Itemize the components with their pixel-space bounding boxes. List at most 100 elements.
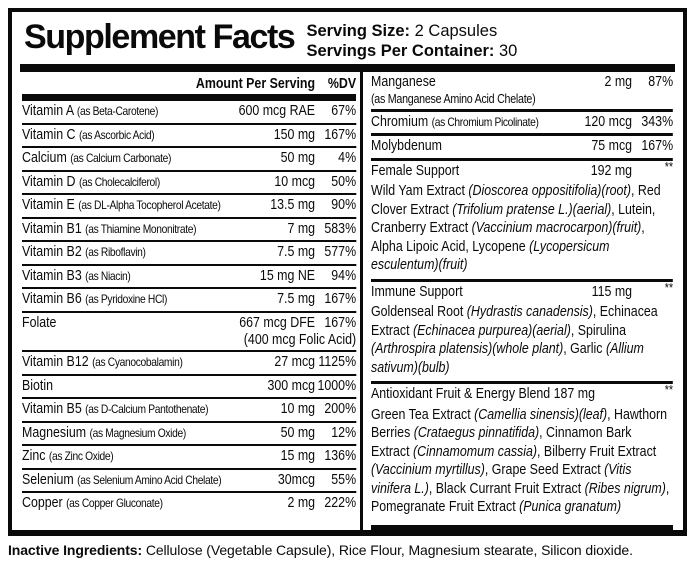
nutrient-dv: 167% bbox=[324, 291, 357, 307]
nutrient-form: (as Chromium Picolinate) bbox=[431, 114, 539, 129]
nutrient-row: Chromium (as Chromium Picolinate) 120 mc… bbox=[371, 108, 674, 134]
blend-amount: 115 mg bbox=[591, 283, 633, 300]
nutrient-form: (as Selenium Amino Acid Chelate) bbox=[77, 472, 222, 487]
botanical-name: (Camellia sinensis)(leaf) bbox=[474, 406, 608, 423]
nutrient-amount: 75 mcg bbox=[591, 138, 633, 154]
nutrient-name: Vitamin C bbox=[22, 126, 76, 143]
nutrient-form: (as Thiamine Mononitrate) bbox=[85, 221, 197, 236]
nutrient-row: Vitamin B12 (as Cyanocobalamin) 27 mcg 1… bbox=[22, 350, 357, 374]
nutrient-form: (as Ascorbic Acid) bbox=[78, 127, 155, 142]
nutrient-name: Vitamin E bbox=[22, 197, 75, 213]
ingredient-text: , Garlic bbox=[563, 341, 606, 357]
right-column-body: Manganese 2 mg 87% (as Manganese Amino A… bbox=[371, 72, 674, 521]
blend-amount: 192 mg bbox=[590, 162, 633, 179]
botanical-name: (Arthrospira platensis)(whole plant) bbox=[371, 341, 564, 357]
nutrient-row: Calcium (as Calcium Carbonate) 50 mg 4% bbox=[22, 146, 357, 170]
nutrient-dv: 67% bbox=[331, 103, 357, 119]
nutrient-row: Vitamin D (as Cholecalciferol) 10 mcg 50… bbox=[22, 169, 357, 194]
nutrient-name: Molybdenum bbox=[371, 138, 442, 154]
nutrient-form: (as Beta-Carotene) bbox=[76, 104, 159, 118]
ingredient-text: , Lutein, Cranberry Extract bbox=[371, 201, 656, 237]
nutrient-amount: 7.5 mg bbox=[277, 244, 316, 260]
nutrient-row: Magnesium (as Magnesium Oxide) 50 mg 12% bbox=[22, 420, 357, 445]
nutrient-name: Folate bbox=[22, 314, 57, 331]
nutrient-name: Calcium bbox=[22, 150, 67, 166]
blend-dv: ** bbox=[664, 280, 674, 295]
nutrient-dv: 200% bbox=[324, 401, 357, 417]
servings-per-container-line: Servings Per Container: 30 bbox=[306, 41, 517, 61]
nutrient-amount: 2 mg bbox=[604, 74, 633, 90]
nutrient-dv: 12% bbox=[331, 424, 357, 441]
botanical-name: (Punica granatum) bbox=[519, 499, 622, 515]
nutrient-form: (as Calcium Carbonate) bbox=[70, 151, 172, 165]
nutrient-dv: 343% bbox=[641, 113, 674, 130]
nutrient-row: Biotin 300 mcg 1000% bbox=[22, 373, 357, 398]
nutrient-name: Selenium bbox=[22, 471, 74, 488]
blend-ingredients: Wild Yam Extract (Dioscorea oppositifoli… bbox=[371, 182, 673, 275]
ingredient-text: , Grape Seed Extract bbox=[484, 462, 605, 478]
botanical-name: (Vitis vinifera L.) bbox=[371, 462, 632, 497]
nutrient-row: Molybdenum 75 mcg 167% bbox=[371, 133, 674, 158]
nutrient-amount: 50 mg bbox=[280, 150, 316, 166]
serving-info: Serving Size: 2 Capsules Servings Per Co… bbox=[306, 17, 517, 61]
nutrient-name: Biotin bbox=[22, 377, 54, 394]
nutrient-name: Vitamin B1 bbox=[22, 220, 82, 237]
blend-section-female-support: Female Support 192 mg ** Wild Yam Extrac… bbox=[371, 157, 674, 279]
nutrient-dv: 167% bbox=[324, 126, 357, 143]
nutrient-dv: 1125% bbox=[318, 354, 357, 370]
left-column-header: Amount Per Serving %DV bbox=[22, 72, 356, 94]
supplement-facts-panel: Supplement Facts Serving Size: 2 Capsule… bbox=[8, 8, 687, 536]
nutrient-name: Vitamin B6 bbox=[22, 291, 82, 307]
botanical-name: (Vaccinium myrtillus) bbox=[371, 462, 485, 478]
servings-label: Servings Per Container: bbox=[306, 42, 495, 60]
nutrient-form: (as Riboflavin) bbox=[85, 245, 146, 259]
nutrient-name: Manganese bbox=[371, 74, 436, 90]
nutrient-name: Vitamin B3 bbox=[22, 267, 82, 284]
nutrient-form: (as Cyanocobalamin) bbox=[92, 355, 183, 369]
nutrient-row: Vitamin A (as Beta-Carotene) 600 mcg RAE… bbox=[22, 101, 356, 123]
inactive-ingredients: Inactive Ingredients: Cellulose (Vegetab… bbox=[8, 542, 687, 558]
blend-section-antioxidant: Antioxidant Fruit & Energy Blend 187 mg … bbox=[371, 381, 674, 521]
nutrient-dv: 136% bbox=[324, 448, 357, 464]
nutrient-name: Vitamin B2 bbox=[22, 244, 82, 260]
botanical-name: (Dioscorea oppositifolia)(root) bbox=[468, 183, 631, 199]
footnote-bar bbox=[371, 524, 673, 530]
nutrient-amount: 10 mcg bbox=[274, 173, 316, 190]
nutrient-amount: 30mcg bbox=[277, 471, 316, 488]
facts-title: Supplement Facts bbox=[24, 18, 296, 56]
left-column: Amount Per Serving %DV Vitamin A (as Bet… bbox=[18, 72, 360, 530]
ingredient-text: , Red Clover Extract bbox=[371, 183, 661, 218]
ingredient-text: Goldenseal Root bbox=[371, 304, 467, 320]
blend-name: Antioxidant Fruit & Energy Blend 187 mg bbox=[371, 386, 595, 402]
nutrient-subline: (400 mcg Folic Acid) bbox=[243, 332, 357, 348]
facts-columns: Amount Per Serving %DV Vitamin A (as Bet… bbox=[12, 72, 683, 530]
nutrient-form: (as Niacin) bbox=[85, 268, 131, 283]
nutrient-dv: 87% bbox=[648, 74, 674, 90]
botanical-name: (Ribes nigrum) bbox=[584, 480, 666, 497]
nutrient-row: Vitamin E (as DL-Alpha Tocopherol Acetat… bbox=[22, 193, 357, 217]
nutrient-row: Selenium (as Selenium Amino Acid Chelate… bbox=[22, 467, 357, 492]
blend-section-immune-support: Immune Support 115 mg ** Goldenseal Root… bbox=[371, 278, 674, 382]
serving-size-line: Serving Size: 2 Capsules bbox=[306, 21, 517, 41]
nutrient-dv: 1000% bbox=[317, 377, 357, 394]
nutrient-name: Magnesium bbox=[22, 424, 87, 441]
nutrient-row: Vitamin C (as Ascorbic Acid) 150 mg 167% bbox=[22, 122, 357, 147]
nutrient-dv: 90% bbox=[331, 197, 357, 213]
nutrient-amount: 15 mg bbox=[280, 448, 316, 464]
nutrient-form: (as Cholecalciferol) bbox=[78, 174, 160, 189]
column-divider bbox=[360, 72, 363, 530]
servings-value: 30 bbox=[494, 42, 518, 60]
botanical-name: (Lycopersicum esculentum)(fruit) bbox=[371, 238, 610, 274]
botanical-name: (Crataegus pinnatifida) bbox=[413, 425, 540, 441]
panel-header: Supplement Facts Serving Size: 2 Capsule… bbox=[12, 12, 683, 63]
botanical-name: (Vaccinium macrocarpon)(fruit) bbox=[471, 220, 642, 236]
nutrient-form: (as DL-Alpha Tocopherol Acetate) bbox=[78, 198, 221, 212]
nutrient-row: Vitamin B6 (as Pyridoxine HCl) 7.5 mg 16… bbox=[22, 287, 357, 311]
nutrient-amount: 667 mcg DFE bbox=[239, 314, 316, 331]
nutrient-form: (as Zinc Oxide) bbox=[48, 449, 114, 463]
blend-name: Female Support bbox=[371, 162, 460, 179]
blend-dv: ** bbox=[664, 383, 674, 397]
nutrient-rows: Vitamin A (as Beta-Carotene) 600 mcg RAE… bbox=[22, 101, 357, 515]
ingredient-text: Green Tea Extract bbox=[371, 406, 475, 423]
